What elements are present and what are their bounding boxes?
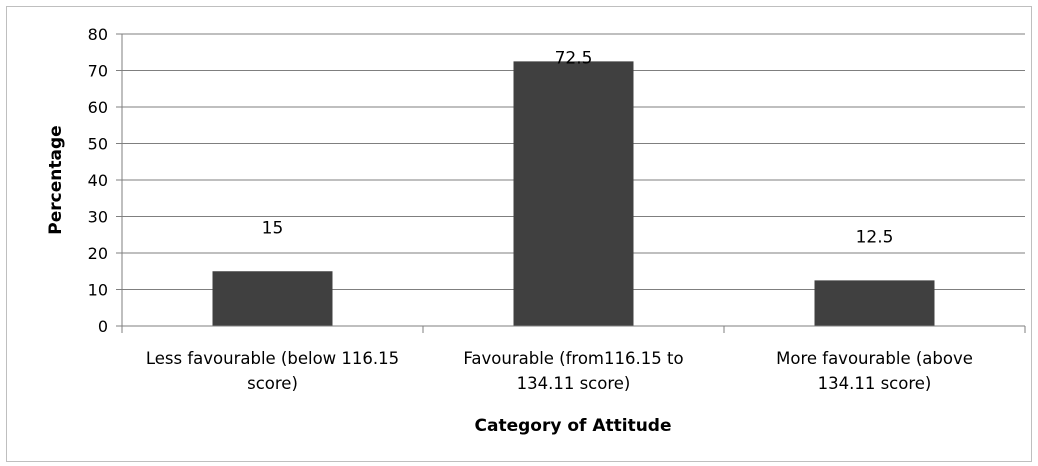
y-axis-ticks: 0 10 20 30 40 50 60 70 80 <box>88 25 122 336</box>
x-category-label: More favourable (above <box>776 349 973 368</box>
y-tick-label: 30 <box>88 208 108 227</box>
x-category-label: 134.11 score) <box>517 374 631 393</box>
x-axis-categories: Less favourable (below 116.15 score) Favou… <box>121 326 1026 393</box>
y-tick-label: 0 <box>98 317 108 336</box>
x-category-label: Favourable (from116.15 to <box>463 349 683 368</box>
data-label: 72.5 <box>555 48 593 68</box>
y-tick-label: 50 <box>88 135 108 154</box>
x-category-label: Less favourable (below 116.15 <box>146 349 399 368</box>
bar <box>513 61 634 326</box>
data-label: 12.5 <box>856 227 894 247</box>
y-tick-label: 20 <box>88 244 108 263</box>
bar <box>212 271 333 326</box>
y-tick-label: 60 <box>88 98 108 117</box>
y-tick-label: 40 <box>88 171 108 190</box>
y-axis-title: Percentage <box>46 125 66 234</box>
x-category-label: 134.11 score) <box>818 374 932 393</box>
y-tick-label: 80 <box>88 25 108 44</box>
x-category-label: score) <box>247 374 298 393</box>
y-tick-label: 70 <box>88 62 108 81</box>
bar <box>814 280 935 326</box>
y-tick-label: 10 <box>88 281 108 300</box>
data-labels: 15 72.5 12.5 <box>262 48 894 247</box>
x-axis-title: Category of Attitude <box>475 416 672 436</box>
data-label: 15 <box>262 218 284 238</box>
bars <box>212 61 935 326</box>
